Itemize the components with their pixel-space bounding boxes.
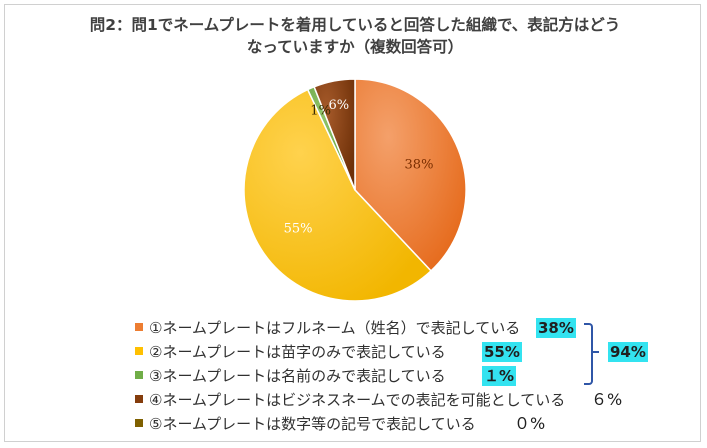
legend-value-2: 55% [482, 342, 522, 362]
group-total-value: 94% [608, 342, 648, 362]
pie-slice-4 [313, 78, 356, 191]
pie-slice-label-1: 38% [405, 158, 434, 173]
legend-value-1: 38% [536, 318, 576, 338]
pie-slice-label-3: 1% [310, 104, 331, 119]
pie-slice-1 [354, 78, 467, 272]
group-bracket-tick [593, 351, 599, 353]
chart-title-line-2: なっていますか（複数回答可） [246, 38, 464, 56]
legend-value-3: １% [482, 366, 517, 386]
group-bracket [584, 323, 593, 385]
pie-slice-2 [243, 88, 433, 302]
pie-slice-label-4: 6% [328, 98, 349, 113]
legend-value-5: ０% [514, 414, 546, 433]
chart-title: 問2：問1でネームプレートを着用していると回答した組織で、表記方はどう なってい… [60, 14, 650, 58]
legend-value-4: ６% [591, 390, 623, 409]
pie-slice-label-2: 55% [284, 222, 313, 237]
chart-title-line-1: 問2：問1でネームプレートを着用していると回答した組織で、表記方はどう [89, 16, 621, 34]
